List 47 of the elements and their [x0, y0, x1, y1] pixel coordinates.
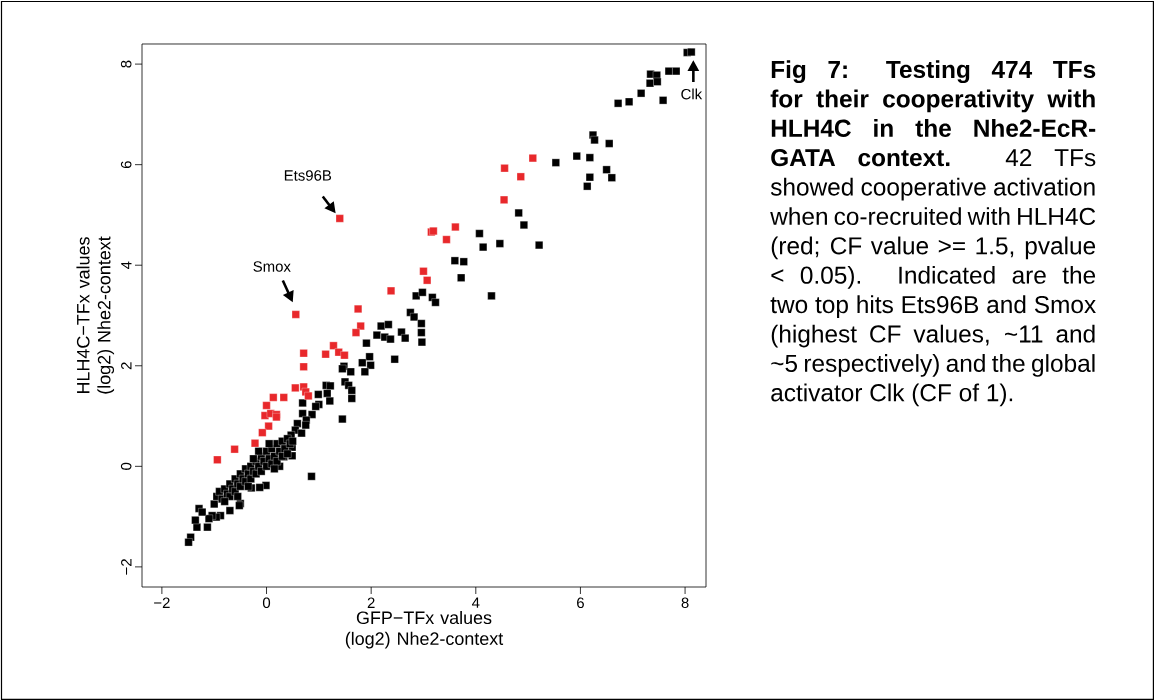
point: [304, 391, 313, 400]
y-tick-label: 8: [120, 60, 132, 68]
point: [299, 349, 308, 358]
y-axis-title: HLH4C−TFx values (log2) Nhe2-context: [76, 236, 115, 394]
x-tick-label: 0: [262, 597, 271, 609]
point: [354, 305, 363, 313]
point: [264, 422, 273, 431]
y-tick-label: −2: [121, 559, 132, 575]
y-tick-label: 4: [121, 261, 132, 270]
x-tick-label: 2: [367, 597, 375, 608]
x-axis-title: GFP−TFx values (log2) Nhe2-context: [345, 610, 504, 649]
point: [262, 401, 271, 410]
point: [500, 195, 508, 204]
point: [356, 322, 365, 330]
x-tick-label: 6: [577, 597, 584, 609]
point: [258, 428, 267, 437]
point: [387, 286, 395, 295]
text: Fig 7: Testing 474 TFs for their cooperativity with HLH4C in the Nhe2-EcR-GATA context. 42 TFs showed cooperative activation when co-recruited with HLH4C (red; CF value >= 1.5, pvalue < 0.05). Indicated are the two top hits Ets96B and Smox (highest CF values, ~11 and ~5 respectively) and the global activator Clk (CF of 1).: [770, 60, 1096, 407]
y-tick-label: 2: [121, 362, 132, 370]
y-tick-label: 6: [120, 161, 132, 169]
point: [335, 214, 344, 223]
annotation: Clk: [681, 88, 703, 100]
x-tick-label: 4: [471, 597, 480, 608]
point: [269, 393, 278, 402]
point: [291, 310, 300, 319]
point: [299, 362, 308, 371]
point: [329, 341, 338, 350]
annotation: Ets96B: [284, 170, 332, 181]
point: [423, 276, 432, 285]
point: [451, 223, 460, 231]
point: [352, 328, 360, 337]
point: [279, 393, 288, 402]
point: [340, 351, 349, 360]
point: [419, 267, 428, 276]
point: [230, 445, 239, 454]
point: [442, 235, 451, 244]
annotation: Smox: [253, 261, 291, 272]
x-tick-label: −2: [154, 597, 170, 608]
point: [251, 439, 259, 448]
point: [321, 350, 330, 359]
point: [213, 455, 222, 464]
y-tick-label: 0: [120, 462, 132, 470]
point: [528, 154, 537, 163]
point: [291, 383, 300, 392]
point: [500, 164, 509, 173]
point: [516, 172, 525, 181]
x-tick-label: 8: [681, 597, 689, 609]
